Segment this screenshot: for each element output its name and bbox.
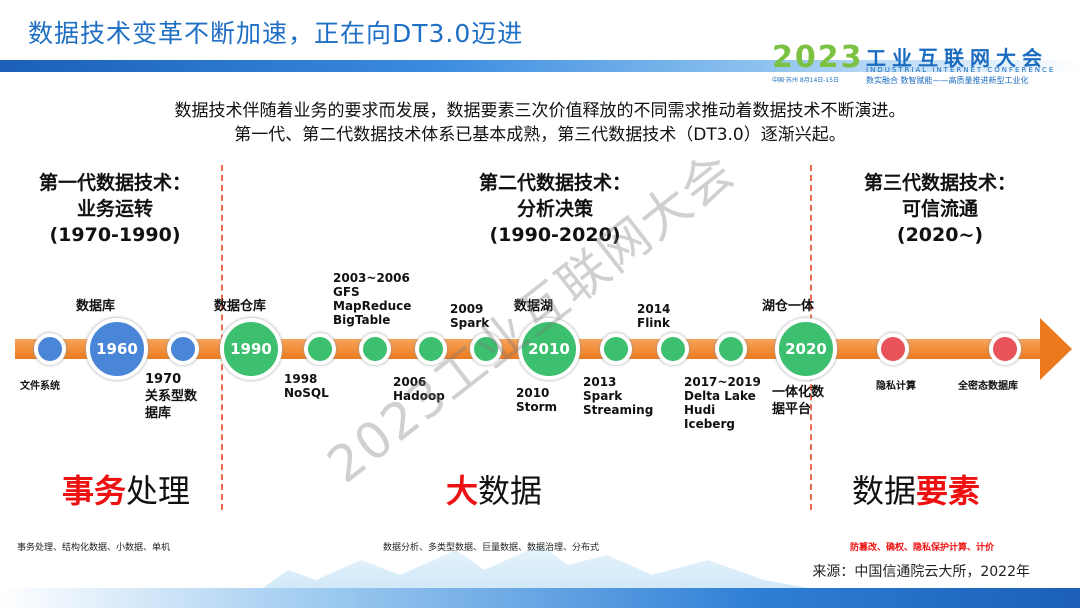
label-data-warehouse: 数据仓库	[214, 299, 267, 314]
keyword-highlight: 大	[446, 472, 479, 510]
label-relational-db: 1970 关系型数 据库	[145, 372, 198, 421]
keyword-rest: 处理	[126, 472, 191, 510]
era-3-note: 防篡改、确权、隐私保护计算、计价	[850, 543, 995, 553]
logo-date: 中国·苏州 8月14日-15日	[772, 77, 840, 84]
generation-2-header: 第二代数据技术： 分析决策 (1990-2020)	[440, 170, 670, 248]
logo-slogan: 数实融合 数智赋能——高质量推进新型工业化	[866, 76, 1029, 85]
intro-line-2: 第一代、第二代数据技术体系已基本成熟，第三代数据技术（DT3.0）逐渐兴起。	[234, 125, 846, 145]
era-2-note: 数据分析、多类型数据、巨量数据、数据治理、分布式	[383, 543, 600, 553]
title-bar-decoration	[0, 60, 1080, 72]
gen-name: 第一代数据技术：	[38, 172, 191, 194]
node-2020: 2020	[775, 318, 837, 380]
node-hadoop	[415, 333, 447, 365]
generation-3-header: 第三代数据技术： 可信流通 (2020~)	[840, 170, 1040, 248]
era-1-keyword: 事务处理	[62, 466, 190, 512]
label-file-system: 文件系统	[20, 381, 60, 392]
logo-english: INDUSTRIAL INTERNET CONFERENCE	[866, 66, 1056, 74]
label-database: 数据库	[76, 299, 116, 314]
generation-1-header: 第一代数据技术： 业务运转 (1970-1990)	[10, 170, 220, 248]
gen-name: 第三代数据技术：	[863, 172, 1016, 194]
label-delta-lake: 2017~2019 Delta Lake Hudi Iceberg	[684, 375, 761, 431]
node-file-system	[34, 333, 66, 365]
node-relational-db	[167, 333, 199, 365]
gen-name: 第二代数据技术：	[478, 172, 631, 194]
node-gfs	[359, 333, 391, 365]
node-spark	[470, 333, 502, 365]
label-nosql: 1998 NoSQL	[284, 372, 329, 400]
node-1990: 1990	[220, 318, 282, 380]
gen-period: (1970-1990)	[49, 224, 181, 246]
era-2-keyword: 大数据	[446, 466, 542, 512]
gen-theme: 分析决策	[516, 198, 593, 220]
timeline-arrowhead	[1040, 318, 1072, 380]
era-3-keyword: 数据要素	[852, 466, 980, 512]
slide-title: 数据技术变革不断加速，正在向DT3.0迈进	[28, 19, 524, 48]
keyword-rest: 数据	[852, 472, 917, 510]
gen-period: (2020~)	[896, 224, 984, 246]
label-spark-streaming: 2013 Spark Streaming	[583, 375, 654, 417]
node-1960: 1960	[86, 318, 148, 380]
era-1-note: 事务处理、结构化数据、小数据、单机	[17, 543, 171, 553]
logo-year: 2023	[772, 40, 864, 75]
label-spark: 2009 Spark	[450, 302, 490, 330]
intro-line-1: 数据技术伴随着业务的要求而发展，数据要素三次价值释放的不同需求推动着数据技术不断…	[174, 101, 906, 121]
gen-period: (1990-2020)	[489, 224, 621, 246]
logo-name: 工业互联网大会	[866, 46, 1048, 70]
label-flink: 2014 Flink	[637, 302, 671, 330]
label-privacy-computing: 隐私计算	[876, 381, 916, 392]
keyword-highlight: 事务	[62, 472, 127, 510]
label-lakehouse: 湖仓一体	[762, 299, 815, 314]
node-encrypted-db	[989, 333, 1021, 365]
label-unified-platform: 一体化数 据平台	[772, 385, 825, 417]
label-data-lake: 数据湖	[514, 299, 554, 314]
node-delta-lake	[715, 333, 747, 365]
label-encrypted-db: 全密态数据库	[958, 381, 1018, 392]
label-hadoop: 2006 Hadoop	[393, 375, 445, 403]
keyword-highlight: 要素	[916, 472, 981, 510]
footer-bar-decoration	[0, 588, 1080, 608]
node-flink	[657, 333, 689, 365]
gen-theme: 可信流通	[901, 198, 978, 220]
node-privacy-computing	[877, 333, 909, 365]
node-nosql	[304, 333, 336, 365]
label-storm: 2010 Storm	[516, 386, 558, 414]
gen-theme: 业务运转	[76, 198, 153, 220]
source-citation: 来源：中国信通院云大所，2022年	[812, 564, 1030, 580]
node-spark-streaming	[600, 333, 632, 365]
node-2010: 2010	[518, 318, 580, 380]
keyword-rest: 数据	[478, 472, 543, 510]
label-gfs: 2003~2006 GFS MapReduce BigTable	[333, 271, 412, 327]
